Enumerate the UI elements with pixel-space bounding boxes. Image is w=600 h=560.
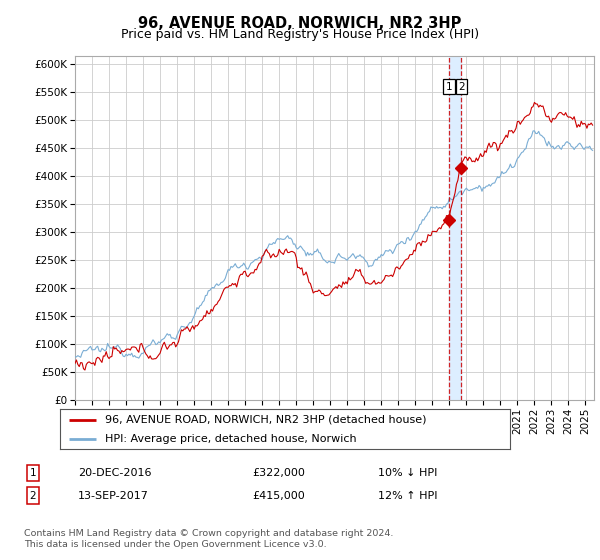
Bar [449, 56, 461, 400]
Text: Price paid vs. HM Land Registry's House Price Index (HPI): Price paid vs. HM Land Registry's House … [121, 28, 479, 41]
Text: 1: 1 [445, 82, 452, 92]
Text: 2: 2 [29, 491, 37, 501]
Text: £322,000: £322,000 [252, 468, 305, 478]
Text: Contains HM Land Registry data © Crown copyright and database right 2024.
This d: Contains HM Land Registry data © Crown c… [24, 529, 394, 549]
Text: HPI: Average price, detached house, Norwich: HPI: Average price, detached house, Norw… [105, 434, 356, 444]
Text: £415,000: £415,000 [252, 491, 305, 501]
Text: 13-SEP-2017: 13-SEP-2017 [78, 491, 149, 501]
Text: 96, AVENUE ROAD, NORWICH, NR2 3HP: 96, AVENUE ROAD, NORWICH, NR2 3HP [139, 16, 461, 31]
Text: 10% ↓ HPI: 10% ↓ HPI [378, 468, 437, 478]
Text: 20-DEC-2016: 20-DEC-2016 [78, 468, 151, 478]
Text: 2: 2 [458, 82, 465, 92]
Text: 1: 1 [29, 468, 37, 478]
Text: 96, AVENUE ROAD, NORWICH, NR2 3HP (detached house): 96, AVENUE ROAD, NORWICH, NR2 3HP (detac… [105, 415, 427, 424]
Text: 12% ↑ HPI: 12% ↑ HPI [378, 491, 437, 501]
